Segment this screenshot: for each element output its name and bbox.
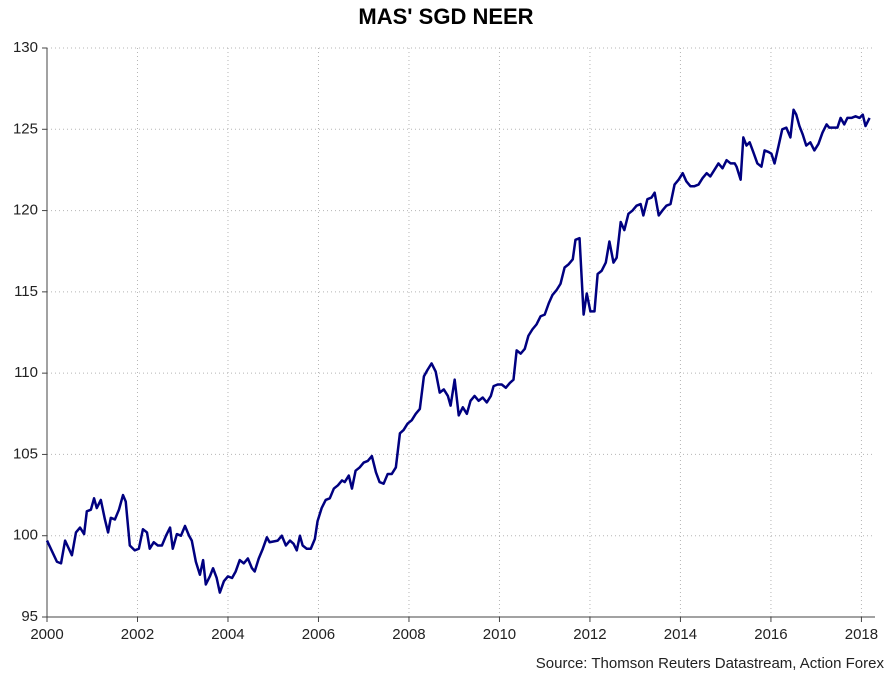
source-note: Source: Thomson Reuters Datastream, Acti… <box>536 655 885 672</box>
x-tick-label: 2010 <box>483 626 516 643</box>
x-tick-label: 2004 <box>211 626 244 643</box>
y-tick-label: 115 <box>14 283 38 300</box>
y-tick-label: 105 <box>13 445 38 462</box>
y-tick-label: 130 <box>13 39 38 56</box>
x-tick-label: 2006 <box>302 626 335 643</box>
data-line <box>45 108 871 594</box>
chart-title: MAS' SGD NEER <box>358 4 533 29</box>
x-tick-label: 2008 <box>392 626 425 643</box>
y-tick-label: 95 <box>21 608 38 625</box>
y-tick-label: 120 <box>13 202 38 219</box>
x-tick-label: 2018 <box>845 626 878 643</box>
y-tick-label: 125 <box>13 120 38 137</box>
x-tick-label: 2002 <box>121 626 154 643</box>
x-tick-label: 2016 <box>754 626 787 643</box>
x-tick-label: 2000 <box>30 626 63 643</box>
x-tick-label: 2012 <box>573 626 606 643</box>
y-tick-label: 110 <box>14 364 38 381</box>
x-tick-label: 2014 <box>664 626 697 643</box>
y-tick-label: 100 <box>13 527 38 544</box>
